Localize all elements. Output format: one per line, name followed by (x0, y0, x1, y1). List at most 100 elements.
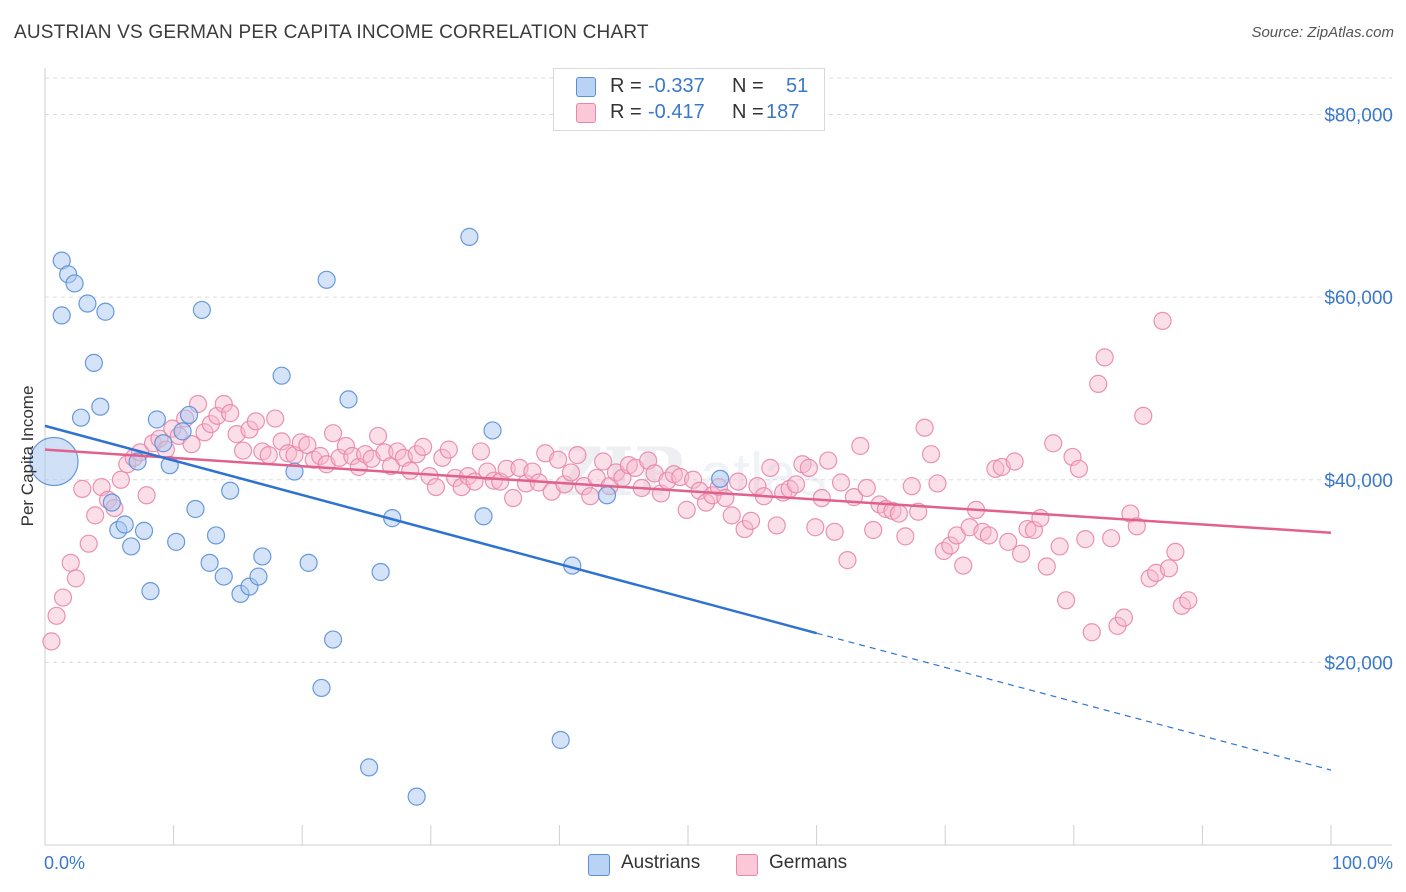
germans-point (1179, 591, 1198, 610)
x-tick-label: 0.0% (44, 853, 85, 873)
legend-label: Austrians (621, 852, 701, 873)
austrians-point (285, 462, 304, 481)
austrians-point (221, 481, 240, 500)
germans-point (831, 473, 851, 492)
germans-point (426, 477, 446, 497)
austrians-point (272, 366, 291, 385)
germans-point (825, 522, 844, 541)
austrians-point (173, 422, 192, 441)
austrians-point (179, 405, 199, 425)
austrians-trend-line (44, 424, 817, 635)
austrians-point (122, 537, 141, 556)
germans-point (471, 442, 491, 461)
germans-point (47, 606, 66, 625)
germans-point (1153, 311, 1172, 330)
austrians-point (214, 567, 233, 586)
germans-point (368, 426, 388, 446)
austrians-point (359, 758, 379, 777)
austrians-point (317, 270, 336, 289)
germans-point (1056, 591, 1076, 610)
austrians-point (312, 678, 331, 698)
germans-point (1076, 530, 1095, 549)
germans-point (1159, 559, 1179, 578)
svg-text:ZIP: ZIP (555, 433, 684, 511)
germans-point (73, 479, 92, 498)
germans-point (806, 518, 825, 537)
trend-lines (44, 424, 1332, 771)
germans-point (947, 526, 966, 545)
germans-point (799, 458, 818, 477)
chart-title: AUSTRIAN VS GERMAN PER CAPITA INCOME COR… (14, 22, 649, 43)
germans-point (838, 551, 857, 570)
germans-point (214, 394, 233, 414)
austrians-trend-extension (816, 632, 1332, 771)
n-label: N = (732, 101, 764, 123)
austrians-point (96, 302, 115, 321)
germans-point (999, 532, 1018, 551)
germans-point (857, 478, 876, 498)
germans-point (1134, 406, 1153, 425)
austrians-point (167, 532, 186, 551)
germans-point (53, 588, 73, 607)
austrians-swatch (576, 77, 596, 97)
austrians-point (200, 553, 219, 572)
germans-point (1089, 374, 1108, 393)
germans-point (61, 553, 80, 572)
austrians-point (299, 553, 318, 572)
germans-point (1050, 537, 1069, 556)
source-label: Source: ZipAtlas.com (1251, 24, 1394, 41)
germans-point (42, 632, 61, 651)
germans-point (1166, 542, 1185, 561)
austrians-point (323, 630, 343, 649)
germans-point (1037, 557, 1056, 576)
austrians-point (78, 294, 97, 313)
austrians-point (249, 567, 268, 586)
germans-point (819, 451, 838, 470)
germans-point (1082, 623, 1101, 642)
germans-series (42, 311, 1198, 651)
germans-point (812, 488, 831, 508)
austrians-point (483, 421, 502, 440)
germans-point (902, 477, 921, 496)
n-value: 51 (786, 75, 809, 97)
tick-labels: $20,000 $40,000 $60,000 $80,000 0.0% 100.0% (44, 106, 1393, 873)
germans-point (581, 487, 600, 506)
germans-point (233, 441, 253, 460)
germans-point (1005, 452, 1024, 471)
germans-point (323, 424, 343, 443)
grid-lines (45, 77, 1392, 663)
n-label: N = (732, 75, 764, 97)
germans-point (594, 452, 613, 471)
germans-point (1011, 544, 1031, 563)
germans-point (1044, 434, 1063, 453)
y-axis-label: Per Capita Income (18, 386, 37, 527)
germans-point (568, 446, 587, 465)
germans-point (478, 462, 497, 481)
germans-point (86, 506, 105, 525)
y-tick-label: $60,000 (1324, 288, 1393, 309)
austrians-point (91, 397, 110, 416)
r-value: -0.337 (648, 75, 705, 97)
austrians-swatch (588, 854, 610, 876)
austrians-point (192, 300, 211, 320)
germans-swatch (736, 854, 758, 876)
y-tick-label: $80,000 (1324, 106, 1393, 127)
austrians-point (154, 434, 173, 453)
austrians-point (84, 353, 103, 372)
germans-point (677, 500, 696, 519)
austrians-point (65, 274, 84, 293)
germans-point (221, 404, 240, 423)
germans-point (1031, 509, 1050, 528)
germans-point (729, 472, 748, 491)
austrians-point (597, 486, 617, 505)
austrians-point (711, 469, 730, 488)
germans-point (439, 440, 458, 459)
austrians-point (407, 787, 426, 806)
germans-point (182, 435, 201, 454)
austrians-point (551, 730, 570, 750)
r-value: -0.417 (648, 101, 705, 123)
germans-point (401, 461, 420, 480)
austrians-point (253, 547, 272, 566)
r-label: R = (610, 101, 642, 123)
